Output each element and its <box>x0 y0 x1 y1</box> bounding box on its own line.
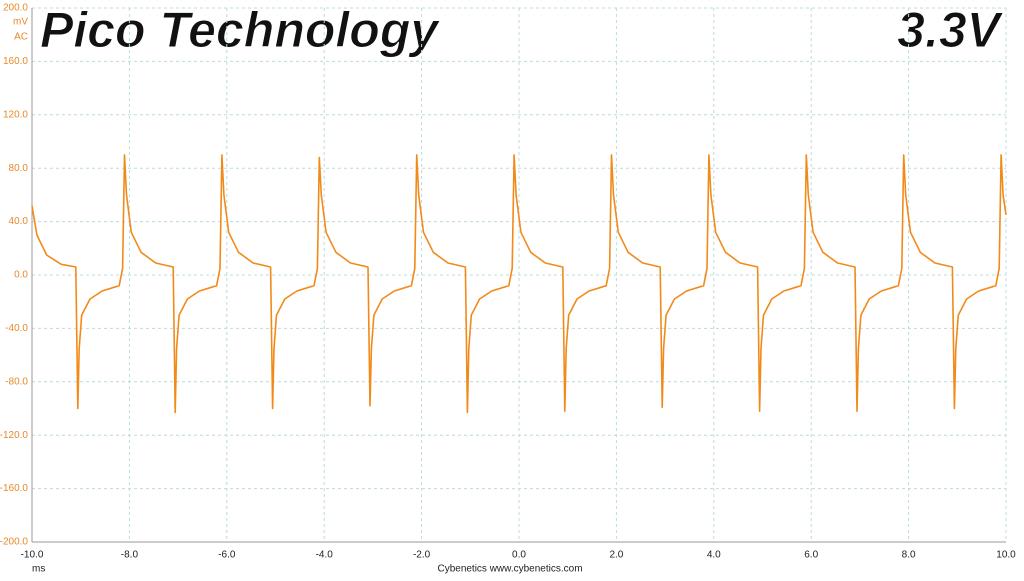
x-unit: ms <box>32 564 45 575</box>
y-tick-label: 40.0 <box>9 216 29 227</box>
y-tick-label: 80.0 <box>9 163 29 174</box>
x-tick-label: -2.0 <box>413 550 431 561</box>
x-tick-label: 6.0 <box>804 550 818 561</box>
y-tick-label: -200.0 <box>0 537 28 548</box>
y-unit: mV <box>13 17 28 28</box>
x-tick-label: -6.0 <box>218 550 236 561</box>
x-tick-label: -8.0 <box>121 550 139 561</box>
y-tick-label: -40.0 <box>5 323 28 334</box>
chart-title: Pico Technology <box>40 2 440 58</box>
waveform <box>31 154 1007 414</box>
x-tick-label: 4.0 <box>707 550 721 561</box>
y-tick-label: 0.0 <box>14 270 28 281</box>
y-tick-label: 120.0 <box>3 109 28 120</box>
y-tick-label: -160.0 <box>0 483 28 494</box>
y-tick-label: -120.0 <box>0 430 28 441</box>
x-tick-label: 2.0 <box>609 550 623 561</box>
x-tick-label: -10.0 <box>21 550 44 561</box>
footer: Cybenetics www.cybenetics.com <box>437 564 582 575</box>
x-tick-label: 10.0 <box>996 550 1016 561</box>
y-tick-label: 160.0 <box>3 56 28 67</box>
y-tick-label: -80.0 <box>5 376 28 387</box>
x-tick-label: -4.0 <box>316 550 334 561</box>
chart-subtitle: 3.3V <box>897 2 1004 58</box>
x-tick-label: 0.0 <box>512 550 526 561</box>
y-tick-label: 200.0 <box>3 3 28 14</box>
x-tick-label: 8.0 <box>902 550 916 561</box>
y-coupling: AC <box>14 32 28 43</box>
